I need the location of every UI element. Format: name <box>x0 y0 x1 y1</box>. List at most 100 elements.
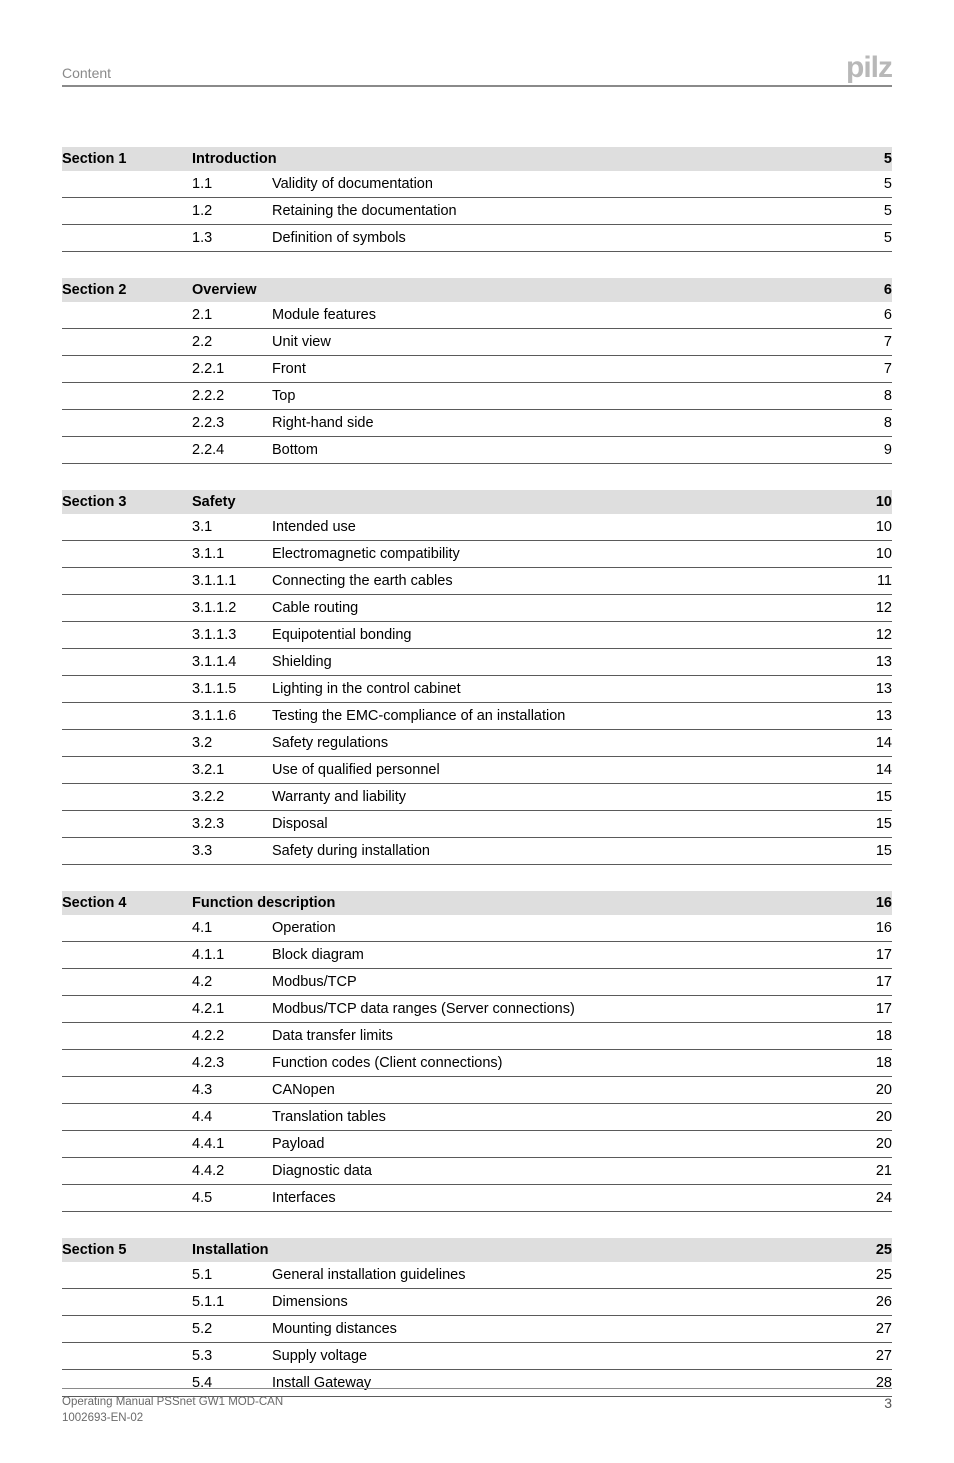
toc-row-number: 3.2.3 <box>192 811 272 837</box>
toc-row-number: 4.2.2 <box>192 1023 272 1049</box>
toc-row-title: Function codes (Client connections) <box>272 1050 852 1076</box>
toc-row-title: Data transfer limits <box>272 1023 852 1049</box>
toc-section-header: Section 4Function description16 <box>62 891 892 915</box>
toc-row-title: Front <box>272 356 852 382</box>
toc-row-title: Supply voltage <box>272 1343 852 1369</box>
toc-row-number: 3.1.1.1 <box>192 568 272 594</box>
toc-row-page: 10 <box>852 514 892 540</box>
toc-row: 3.2.1Use of qualified personnel14 <box>62 757 892 784</box>
toc-row: 4.1.1Block diagram17 <box>62 942 892 969</box>
toc-row-number: 4.2 <box>192 969 272 995</box>
toc-row-page: 26 <box>852 1289 892 1315</box>
toc-row: 4.2.2Data transfer limits18 <box>62 1023 892 1050</box>
toc-row-number: 3.1.1.2 <box>192 595 272 621</box>
toc-row-title: Equipotential bonding <box>272 622 852 648</box>
toc-row-title: Modbus/TCP data ranges (Server connectio… <box>272 996 852 1022</box>
header-title: Content <box>62 65 111 81</box>
toc-row-page: 25 <box>852 1262 892 1288</box>
toc-row-spacer <box>62 363 192 373</box>
toc-section-label: Section 1 <box>62 147 192 171</box>
toc-row-spacer <box>62 845 192 855</box>
toc-row-title: Dimensions <box>272 1289 852 1315</box>
toc-row-number: 3.1 <box>192 514 272 540</box>
toc-row: 2.2.4Bottom9 <box>62 437 892 464</box>
toc-row-page: 17 <box>852 969 892 995</box>
toc-row-spacer <box>62 1350 192 1360</box>
toc-section-page: 5 <box>852 147 892 171</box>
toc-row-title: Top <box>272 383 852 409</box>
toc-row: 4.2Modbus/TCP17 <box>62 969 892 996</box>
toc-row-spacer <box>62 1377 192 1387</box>
toc-row-spacer <box>62 1323 192 1333</box>
toc-section-title: Overview <box>192 278 852 302</box>
toc-row-number: 3.2.1 <box>192 757 272 783</box>
toc-row: 3.2Safety regulations14 <box>62 730 892 757</box>
toc-row-title: Safety regulations <box>272 730 852 756</box>
toc-row: 3.2.3Disposal15 <box>62 811 892 838</box>
toc-row-number: 3.1.1.4 <box>192 649 272 675</box>
toc-row-spacer <box>62 1165 192 1175</box>
toc-row-number: 2.2 <box>192 329 272 355</box>
toc-row: 5.2Mounting distances27 <box>62 1316 892 1343</box>
toc-section: Section 1Introduction51.1Validity of doc… <box>62 147 892 252</box>
toc-row: 4.4.1Payload20 <box>62 1131 892 1158</box>
toc-row-spacer <box>62 1111 192 1121</box>
footer-page-number: 3 <box>884 1395 892 1411</box>
toc-row-spacer <box>62 764 192 774</box>
toc-row-page: 16 <box>852 915 892 941</box>
page-header: Content pilz <box>62 55 892 85</box>
toc-row: 3.1.1.6Testing the EMC-compliance of an … <box>62 703 892 730</box>
toc-row-page: 17 <box>852 942 892 968</box>
brand-logo: pilz <box>846 55 892 81</box>
toc-row-spacer <box>62 818 192 828</box>
toc-section-label: Section 3 <box>62 490 192 514</box>
toc-row-title: Electromagnetic compatibility <box>272 541 852 567</box>
toc-row-spacer <box>62 444 192 454</box>
toc-row-page: 27 <box>852 1343 892 1369</box>
toc-section-label: Section 5 <box>62 1238 192 1262</box>
toc-row: 3.3Safety during installation15 <box>62 838 892 865</box>
toc-section: Section 4Function description164.1Operat… <box>62 891 892 1212</box>
toc-row-title: Modbus/TCP <box>272 969 852 995</box>
toc-row: 4.4.2Diagnostic data21 <box>62 1158 892 1185</box>
toc-row-page: 20 <box>852 1131 892 1157</box>
toc-row-title: Intended use <box>272 514 852 540</box>
toc-row-number: 5.2 <box>192 1316 272 1342</box>
toc-row-spacer <box>62 1296 192 1306</box>
page-footer: Operating Manual PSSnet GW1 MOD-CAN 1002… <box>62 1388 892 1426</box>
toc-row-page: 20 <box>852 1104 892 1130</box>
toc-row-title: Mounting distances <box>272 1316 852 1342</box>
toc-section: Section 2Overview62.1Module features62.2… <box>62 278 892 464</box>
toc-row-number: 4.2.1 <box>192 996 272 1022</box>
toc-row-spacer <box>62 1269 192 1279</box>
toc-row-page: 18 <box>852 1050 892 1076</box>
toc-row: 3.1.1.1Connecting the earth cables11 <box>62 568 892 595</box>
toc-row: 1.2Retaining the documentation5 <box>62 198 892 225</box>
table-of-contents: Section 1Introduction51.1Validity of doc… <box>62 147 892 1397</box>
toc-section: Section 5Installation255.1General instal… <box>62 1238 892 1397</box>
toc-row-spacer <box>62 629 192 639</box>
toc-row-spacer <box>62 178 192 188</box>
toc-row: 5.1.1Dimensions26 <box>62 1289 892 1316</box>
toc-row: 5.3Supply voltage27 <box>62 1343 892 1370</box>
toc-row-page: 24 <box>852 1185 892 1211</box>
toc-row-title: Block diagram <box>272 942 852 968</box>
toc-row-title: Lighting in the control cabinet <box>272 676 852 702</box>
toc-row: 1.3Definition of symbols5 <box>62 225 892 252</box>
toc-row: 4.4Translation tables20 <box>62 1104 892 1131</box>
toc-section-header: Section 3Safety10 <box>62 490 892 514</box>
toc-row: 3.1Intended use10 <box>62 514 892 541</box>
toc-row-title: CANopen <box>272 1077 852 1103</box>
toc-row-title: Payload <box>272 1131 852 1157</box>
toc-row-number: 4.1.1 <box>192 942 272 968</box>
toc-row-spacer <box>62 1057 192 1067</box>
toc-row-number: 3.3 <box>192 838 272 864</box>
toc-row-number: 4.2.3 <box>192 1050 272 1076</box>
toc-row-title: Warranty and liability <box>272 784 852 810</box>
toc-section-page: 16 <box>852 891 892 915</box>
toc-row-number: 2.2.2 <box>192 383 272 409</box>
toc-row-page: 15 <box>852 811 892 837</box>
toc-section-label: Section 4 <box>62 891 192 915</box>
toc-row-spacer <box>62 309 192 319</box>
toc-row-page: 17 <box>852 996 892 1022</box>
